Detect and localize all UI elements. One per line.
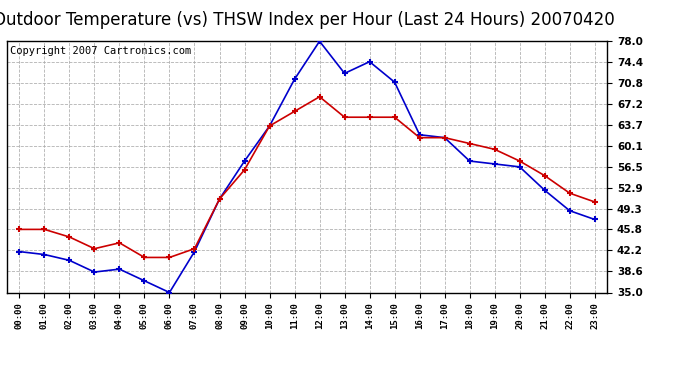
Text: Outdoor Temperature (vs) THSW Index per Hour (Last 24 Hours) 20070420: Outdoor Temperature (vs) THSW Index per … [0, 11, 615, 29]
Text: Copyright 2007 Cartronics.com: Copyright 2007 Cartronics.com [10, 46, 191, 56]
